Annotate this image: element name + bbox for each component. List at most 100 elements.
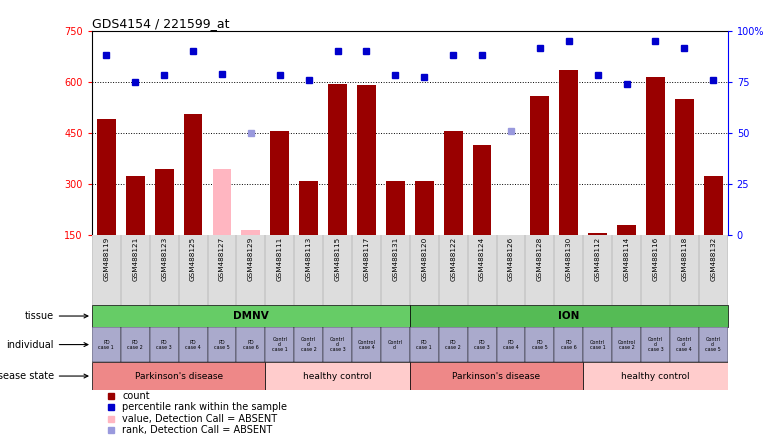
Text: Control
case 2: Control case 2 — [617, 340, 636, 349]
Text: PD
case 6: PD case 6 — [561, 340, 577, 349]
Text: GSM488111: GSM488111 — [277, 237, 283, 281]
Text: GSM488124: GSM488124 — [479, 237, 485, 281]
Bar — [410, 305, 728, 327]
Bar — [241, 230, 260, 235]
Text: tissue: tissue — [25, 311, 88, 321]
Bar — [300, 181, 318, 235]
Text: PD
case 4: PD case 4 — [503, 340, 519, 349]
Bar — [208, 327, 237, 362]
Bar — [502, 235, 520, 279]
Text: PD
case 6: PD case 6 — [243, 340, 259, 349]
Text: PD
case 1: PD case 1 — [99, 340, 114, 349]
Text: Contrl
case 1: Contrl case 1 — [590, 340, 606, 349]
Bar — [381, 327, 410, 362]
Bar — [237, 327, 265, 362]
Bar — [126, 175, 145, 235]
Text: GSM488123: GSM488123 — [161, 237, 167, 281]
Text: GSM488120: GSM488120 — [421, 237, 427, 281]
Text: Contrl
ol
case 3: Contrl ol case 3 — [647, 337, 663, 352]
Text: Contrl
ol
case 3: Contrl ol case 3 — [329, 337, 345, 352]
Text: GSM488115: GSM488115 — [335, 237, 341, 281]
Bar — [675, 99, 694, 235]
Bar — [97, 119, 116, 235]
Text: GSM488129: GSM488129 — [248, 237, 254, 281]
Bar — [386, 181, 404, 235]
Text: GSM488121: GSM488121 — [133, 237, 139, 281]
Text: Contrl
ol: Contrl ol — [388, 340, 403, 349]
Bar — [155, 169, 174, 235]
Bar — [410, 327, 439, 362]
Bar — [439, 327, 467, 362]
Bar — [699, 327, 728, 362]
Bar — [559, 70, 578, 235]
Text: rank, Detection Call = ABSENT: rank, Detection Call = ABSENT — [123, 425, 273, 435]
Bar — [583, 327, 612, 362]
Bar — [641, 327, 670, 362]
Bar — [357, 85, 376, 235]
Text: Contrl
ol
case 4: Contrl ol case 4 — [676, 337, 692, 352]
Bar — [473, 145, 492, 235]
Bar — [323, 327, 352, 362]
Text: PD
case 1: PD case 1 — [417, 340, 432, 349]
Text: Contrl
ol
case 5: Contrl ol case 5 — [705, 337, 721, 352]
Bar — [178, 327, 208, 362]
Text: GSM488112: GSM488112 — [594, 237, 601, 281]
Text: PD
case 2: PD case 2 — [445, 340, 461, 349]
Text: GSM488126: GSM488126 — [508, 237, 514, 281]
Bar — [588, 234, 607, 235]
Bar — [670, 327, 699, 362]
Bar — [213, 169, 231, 235]
Bar — [92, 362, 265, 390]
Text: Parkinson's disease: Parkinson's disease — [135, 372, 223, 381]
Text: GSM488127: GSM488127 — [219, 237, 225, 281]
Text: DMNV: DMNV — [233, 311, 269, 321]
Text: Control
case 4: Control case 4 — [358, 340, 375, 349]
Bar — [265, 362, 410, 390]
Text: Parkinson's disease: Parkinson's disease — [453, 372, 541, 381]
Text: GSM488118: GSM488118 — [681, 237, 687, 281]
Bar — [352, 327, 381, 362]
Bar — [121, 327, 149, 362]
Text: GSM488116: GSM488116 — [653, 237, 659, 281]
Bar — [496, 327, 525, 362]
Text: count: count — [123, 391, 150, 401]
Text: individual: individual — [6, 340, 88, 349]
Text: disease state: disease state — [0, 371, 88, 381]
Text: Contrl
ol
case 2: Contrl ol case 2 — [301, 337, 316, 352]
Text: GSM488122: GSM488122 — [450, 237, 457, 281]
Bar — [531, 95, 549, 235]
Text: GSM488114: GSM488114 — [624, 237, 630, 281]
Bar — [184, 115, 202, 235]
Bar — [410, 362, 583, 390]
Text: PD
case 5: PD case 5 — [214, 340, 230, 349]
Text: GSM488117: GSM488117 — [363, 237, 369, 281]
Text: PD
case 2: PD case 2 — [127, 340, 143, 349]
Text: value, Detection Call = ABSENT: value, Detection Call = ABSENT — [123, 414, 277, 424]
Bar — [270, 131, 289, 235]
Bar — [612, 327, 641, 362]
Text: GSM488125: GSM488125 — [190, 237, 196, 281]
Bar — [265, 327, 294, 362]
Text: PD
case 4: PD case 4 — [185, 340, 201, 349]
Bar — [92, 327, 121, 362]
Bar — [617, 225, 636, 235]
Text: Contrl
ol
case 1: Contrl ol case 1 — [272, 337, 288, 352]
Text: healthy control: healthy control — [303, 372, 372, 381]
Text: GSM488131: GSM488131 — [392, 237, 398, 281]
Text: GSM488119: GSM488119 — [103, 237, 110, 281]
Text: healthy control: healthy control — [621, 372, 689, 381]
Text: PD
case 3: PD case 3 — [474, 340, 490, 349]
Text: GSM488132: GSM488132 — [710, 237, 716, 281]
Bar — [328, 84, 347, 235]
Text: percentile rank within the sample: percentile rank within the sample — [123, 402, 287, 412]
Bar — [646, 77, 665, 235]
Text: GSM488130: GSM488130 — [566, 237, 571, 281]
Bar — [583, 362, 728, 390]
Bar — [525, 327, 555, 362]
Bar — [555, 327, 583, 362]
Bar — [415, 181, 434, 235]
Bar — [444, 131, 463, 235]
Text: GSM488128: GSM488128 — [537, 237, 543, 281]
Bar — [92, 305, 410, 327]
Text: GDS4154 / 221599_at: GDS4154 / 221599_at — [92, 17, 230, 30]
